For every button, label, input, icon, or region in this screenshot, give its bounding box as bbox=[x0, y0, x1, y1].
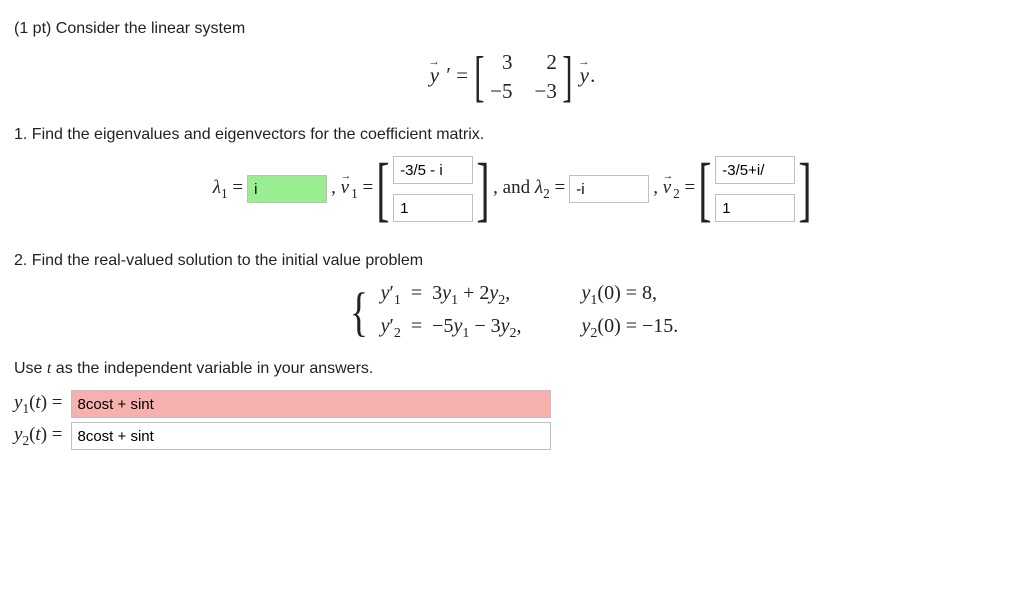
y1-label: y1(t) = bbox=[14, 392, 63, 417]
lambda1-input[interactable] bbox=[247, 175, 327, 203]
lambda1-label: λ1 = bbox=[213, 177, 243, 202]
and-text: , and λ2 = bbox=[493, 177, 565, 202]
eigen-row: λ1 = , v1 = [ ] , and λ2 = , v2 = [ ] bbox=[14, 156, 1010, 222]
main-equation: y ′ = [ 3 2 −5 −3 ] y. bbox=[14, 50, 1010, 104]
comma-1: , v1 = bbox=[331, 177, 373, 202]
v1-bot-input[interactable] bbox=[393, 194, 473, 222]
bracket-open-1: [ bbox=[377, 159, 390, 219]
part2-note: Use t as the independent variable in you… bbox=[14, 360, 1010, 378]
part1-prompt: 1. Find the eigenvalues and eigenvectors… bbox=[14, 126, 1010, 144]
bracket-open-2: [ bbox=[699, 159, 712, 219]
bracket-close-1: ] bbox=[477, 159, 490, 219]
comma-2: , v2 = bbox=[653, 177, 695, 202]
lambda2-input[interactable] bbox=[569, 175, 649, 203]
v1-top-input[interactable] bbox=[393, 156, 473, 184]
part2-prompt: 2. Find the real-valued solution to the … bbox=[14, 252, 1010, 270]
ivp-system: { y′1 = 3y1 + 2y2, y1(0) = 8, y′2 = −5y1… bbox=[14, 282, 1010, 342]
y2-input[interactable] bbox=[71, 422, 551, 450]
v2-bot-input[interactable] bbox=[715, 194, 795, 222]
y2-label: y2(t) = bbox=[14, 424, 63, 449]
bracket-close-2: ] bbox=[799, 159, 812, 219]
points-label: (1 pt) bbox=[14, 20, 51, 37]
prompt-text: Consider the linear system bbox=[56, 20, 245, 37]
v2-top-input[interactable] bbox=[715, 156, 795, 184]
problem-header: (1 pt) Consider the linear system bbox=[14, 20, 1010, 38]
y1-input[interactable] bbox=[71, 390, 551, 418]
